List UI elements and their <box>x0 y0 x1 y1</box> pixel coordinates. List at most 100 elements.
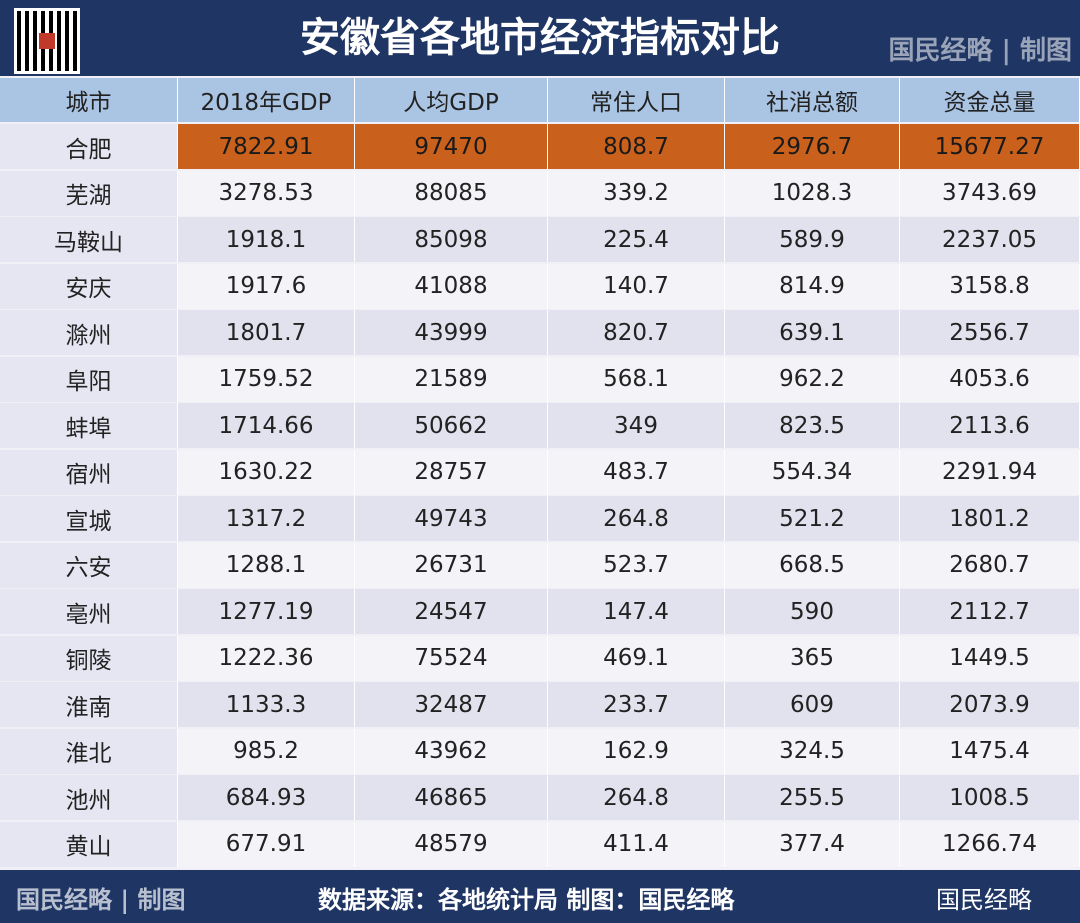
brand: 国民经略 <box>936 886 1032 914</box>
cell: 349 <box>548 403 725 448</box>
cell: 41088 <box>355 263 548 309</box>
cell: 阜阳 <box>0 356 178 402</box>
table-row: 铜陵 1222.36 75524 469.1 365 1449.5 <box>0 635 1080 681</box>
cell: 21589 <box>355 356 548 402</box>
table-row: 宿州 1630.22 28757 483.7 554.34 2291.94 <box>0 449 1080 495</box>
cell: 377.4 <box>725 821 900 867</box>
cell: 1801.7 <box>178 310 355 355</box>
table-row: 芜湖 3278.53 88085 339.2 1028.3 3743.69 <box>0 170 1080 216</box>
cell: 97470 <box>355 124 548 169</box>
cell: 225.4 <box>548 217 725 262</box>
cell: 1028.3 <box>725 170 900 216</box>
cell: 46865 <box>355 775 548 820</box>
cell: 滁州 <box>0 310 178 355</box>
source: 数据来源：各地统计局 制图：国民经略 <box>318 885 735 914</box>
cell: 1714.66 <box>178 403 355 448</box>
table-row: 淮南 1133.3 32487 233.7 609 2073.9 <box>0 682 1080 727</box>
cell: 26731 <box>355 542 548 588</box>
table-row: 池州 684.93 46865 264.8 255.5 1008.5 <box>0 775 1080 820</box>
table-row: 黄山 677.91 48579 411.4 377.4 1266.74 <box>0 821 1080 867</box>
cell: 1475.4 <box>900 728 1080 774</box>
cell: 社消总额 <box>725 78 900 122</box>
cell: 2073.9 <box>900 682 1080 727</box>
cell: 池州 <box>0 775 178 820</box>
cell: 469.1 <box>548 635 725 681</box>
cell: 147.4 <box>548 589 725 634</box>
cell: 1801.2 <box>900 496 1080 541</box>
cell: 48579 <box>355 821 548 867</box>
cell: 1918.1 <box>178 217 355 262</box>
cell: 7822.91 <box>178 124 355 169</box>
cell: 3158.8 <box>900 263 1080 309</box>
table-row: 阜阳 1759.52 21589 568.1 962.2 4053.6 <box>0 356 1080 402</box>
cell: 820.7 <box>548 310 725 355</box>
table-row: 马鞍山 1918.1 85098 225.4 589.9 2237.05 <box>0 217 1080 262</box>
cell: 2291.94 <box>900 449 1080 495</box>
cell: 4053.6 <box>900 356 1080 402</box>
header-bar: 安徽省各地市经济指标对比 国民经略 | 制图 <box>0 0 1080 76</box>
cell: 1008.5 <box>900 775 1080 820</box>
cell: 铜陵 <box>0 635 178 681</box>
cell: 1917.6 <box>178 263 355 309</box>
cell: 城市 <box>0 78 178 122</box>
cell: 43962 <box>355 728 548 774</box>
qr-code <box>14 8 80 74</box>
footer-credit: 国民经略 | 制图 <box>16 885 186 914</box>
cell: 24547 <box>355 589 548 634</box>
cell: 75524 <box>355 635 548 681</box>
cell: 1317.2 <box>178 496 355 541</box>
cell: 814.9 <box>725 263 900 309</box>
cell: 3743.69 <box>900 170 1080 216</box>
cell: 668.5 <box>725 542 900 588</box>
cell: 590 <box>725 589 900 634</box>
table-row: 六安 1288.1 26731 523.7 668.5 2680.7 <box>0 542 1080 588</box>
cell: 芜湖 <box>0 170 178 216</box>
cell: 常住人口 <box>548 78 725 122</box>
cell: 962.2 <box>725 356 900 402</box>
cell: 339.2 <box>548 170 725 216</box>
table-row: 亳州 1277.19 24547 147.4 590 2112.7 <box>0 589 1080 634</box>
cell: 资金总量 <box>900 78 1080 122</box>
cell: 宣城 <box>0 496 178 541</box>
cell: 1266.74 <box>900 821 1080 867</box>
cell: 淮北 <box>0 728 178 774</box>
cell: 黄山 <box>0 821 178 867</box>
cell: 677.91 <box>178 821 355 867</box>
cell: 639.1 <box>725 310 900 355</box>
cell: 安庆 <box>0 263 178 309</box>
cell: 亳州 <box>0 589 178 634</box>
cell: 2556.7 <box>900 310 1080 355</box>
cell: 宿州 <box>0 449 178 495</box>
table-row: 滁州 1801.7 43999 820.7 639.1 2556.7 <box>0 310 1080 355</box>
cell: 15677.27 <box>900 124 1080 169</box>
cell: 823.5 <box>725 403 900 448</box>
cell: 255.5 <box>725 775 900 820</box>
cell: 1449.5 <box>900 635 1080 681</box>
table-row: 蚌埠 1714.66 50662 349 823.5 2113.6 <box>0 403 1080 448</box>
cell: 1288.1 <box>178 542 355 588</box>
cell: 1222.36 <box>178 635 355 681</box>
cell: 1277.19 <box>178 589 355 634</box>
cell: 1133.3 <box>178 682 355 727</box>
cell: 合肥 <box>0 124 178 169</box>
cell: 2680.7 <box>900 542 1080 588</box>
cell: 蚌埠 <box>0 403 178 448</box>
cell: 2018年GDP <box>178 78 355 122</box>
cell: 589.9 <box>725 217 900 262</box>
cell: 233.7 <box>548 682 725 727</box>
cell: 411.4 <box>548 821 725 867</box>
cell: 1759.52 <box>178 356 355 402</box>
cell: 554.34 <box>725 449 900 495</box>
cell: 264.8 <box>548 496 725 541</box>
cell: 523.7 <box>548 542 725 588</box>
cell: 50662 <box>355 403 548 448</box>
cell: 483.7 <box>548 449 725 495</box>
table-row: 安庆 1917.6 41088 140.7 814.9 3158.8 <box>0 263 1080 309</box>
cell: 140.7 <box>548 263 725 309</box>
cell: 32487 <box>355 682 548 727</box>
cell: 1630.22 <box>178 449 355 495</box>
cell: 马鞍山 <box>0 217 178 262</box>
cell: 淮南 <box>0 682 178 727</box>
table-row: 宣城 1317.2 49743 264.8 521.2 1801.2 <box>0 496 1080 541</box>
cell: 六安 <box>0 542 178 588</box>
